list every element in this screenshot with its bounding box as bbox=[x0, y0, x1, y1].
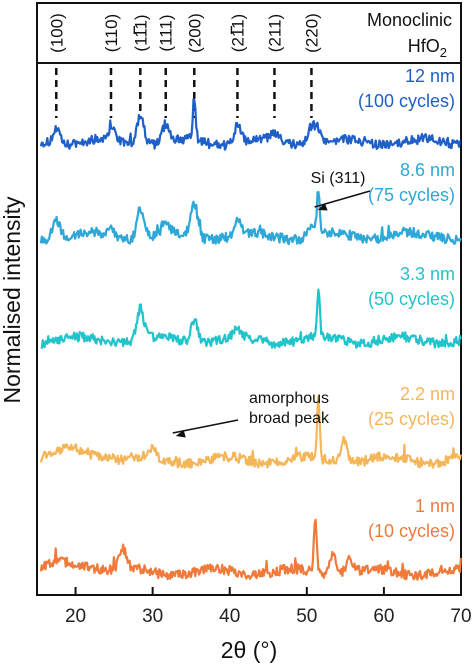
phase-header: Monoclinic HfO2 bbox=[367, 10, 452, 60]
x-axis: 20 30 40 50 60 70 bbox=[65, 587, 472, 627]
reference-peak-labels: (100) (110) (111) (111) (200) (211) (211) (220) bbox=[47, 13, 321, 53]
series-name-label: 8.6 nm bbox=[400, 160, 455, 180]
peak-label: (111) bbox=[157, 14, 176, 51]
peak-label: (111) bbox=[131, 14, 150, 51]
series-cycles-label: (25 cycles) bbox=[368, 409, 455, 429]
series-cycles-label: (75 cycles) bbox=[368, 185, 455, 205]
header-line2: HfO2 bbox=[408, 36, 447, 60]
series-name-label: 1 nm bbox=[415, 496, 455, 516]
annotation-text: amorphous bbox=[249, 390, 329, 407]
x-tick-label: 30 bbox=[142, 606, 163, 627]
header-line2-sub: 2 bbox=[440, 45, 447, 60]
series-line bbox=[39, 518, 462, 581]
y-axis-label: Normalised intensity bbox=[0, 196, 25, 404]
series-cycles-label: (10 cycles) bbox=[368, 521, 455, 541]
peak-label: (200) bbox=[185, 13, 204, 53]
x-tick-label: 40 bbox=[219, 606, 240, 627]
series-labels: 12 nm (100 cycles) 8.6 nm (75 cycles) 3.3 nm… bbox=[358, 66, 455, 541]
series-name-label: 12 nm bbox=[405, 66, 455, 86]
x-axis-label: 2θ (°) bbox=[221, 637, 278, 663]
x-tick-label: 70 bbox=[450, 606, 471, 627]
pattern-series bbox=[39, 98, 462, 581]
series-line bbox=[39, 98, 461, 151]
series-name-label: 2.2 nm bbox=[400, 384, 455, 404]
annotation-arrow bbox=[314, 190, 371, 208]
annotation-text: Si (311) bbox=[311, 170, 366, 187]
annotation-arrowhead bbox=[175, 429, 186, 438]
x-tick-label: 50 bbox=[296, 606, 317, 627]
peak-label: (211) bbox=[265, 14, 284, 52]
annotation-arrowhead bbox=[317, 203, 328, 211]
x-tick-label: 60 bbox=[373, 606, 394, 627]
series-line bbox=[39, 395, 462, 469]
plot-frame bbox=[36, 2, 462, 596]
header-line2-base: HfO bbox=[408, 36, 440, 56]
annotations: Si (311) amorphous broad peak bbox=[172, 170, 371, 438]
peak-label: (211) bbox=[228, 14, 247, 52]
series-cycles-label: (100 cycles) bbox=[358, 91, 455, 111]
peak-label: (110) bbox=[102, 14, 121, 52]
x-tick-label: 20 bbox=[65, 606, 86, 627]
peak-label: (100) bbox=[47, 13, 66, 53]
series-cycles-label: (50 cycles) bbox=[368, 289, 455, 309]
annotation-text: broad peak bbox=[249, 410, 330, 427]
series-line bbox=[40, 288, 462, 349]
series-name-label: 3.3 nm bbox=[400, 264, 455, 284]
header-line1: Monoclinic bbox=[367, 10, 452, 30]
reference-peak-dashes bbox=[55, 68, 313, 118]
series-line bbox=[39, 190, 462, 246]
peak-label: (220) bbox=[302, 13, 321, 53]
